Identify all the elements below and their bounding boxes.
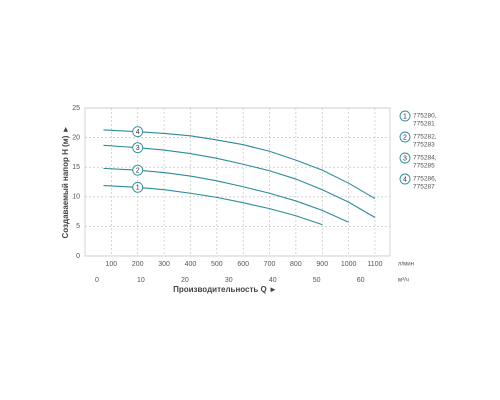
legend-circle (399, 131, 411, 143)
legend-text: 775285 (413, 163, 435, 170)
x-tick-label: 1100 (367, 261, 382, 268)
x2-tick-label: 0 (95, 277, 99, 284)
y-tick-label: 15 (72, 164, 80, 171)
x2-tick-label: 60 (357, 277, 365, 284)
plot-frame (84, 107, 391, 257)
y-tick-label: 10 (72, 194, 80, 201)
legend-number: 2 (403, 134, 407, 141)
legend-number: 3 (403, 155, 407, 162)
x2-tick-label: 40 (269, 277, 277, 284)
curve-label-circle (132, 181, 144, 193)
x-tick-label: 100 (106, 261, 118, 268)
y-tick-label: 25 (72, 105, 80, 112)
x-unit: л/мин (398, 262, 414, 268)
x-tick-label: 600 (237, 261, 249, 268)
legend-circle (399, 110, 411, 122)
curve-label-circle (132, 142, 144, 154)
x2-tick-label: 20 (181, 277, 189, 284)
curve-label-circle (132, 126, 144, 138)
x-tick-label: 500 (211, 261, 223, 268)
curve (103, 129, 376, 200)
legend-circle (399, 152, 411, 164)
x2-tick-label: 30 (225, 277, 233, 284)
legend-text: 775284, (413, 155, 437, 162)
legend-text: 775287 (413, 184, 435, 191)
legend-text: 775281 (413, 121, 435, 128)
x2-tick-label: 10 (137, 277, 145, 284)
x-tick-label: 800 (290, 261, 302, 268)
x2-tick-label: 50 (313, 277, 321, 284)
legend-text: 775280, (413, 113, 437, 120)
y-tick-label: 0 (76, 253, 80, 260)
legend-text: 775286, (413, 176, 437, 183)
x-tick-label: 1000 (341, 261, 357, 268)
x-tick-label: 900 (316, 261, 328, 268)
y-tick-label: 20 (72, 134, 80, 141)
x-tick-label: 400 (185, 261, 197, 268)
x2-unit: м³/ч (398, 278, 409, 284)
curve (103, 185, 323, 226)
legend-text: 775282, (413, 134, 437, 141)
x-tick-label: 200 (132, 261, 144, 268)
curve (103, 144, 376, 218)
curve-label: 2 (136, 168, 140, 175)
legend-circle (399, 173, 411, 185)
y-axis-label: Создаваемый напор H (м) ► (61, 125, 70, 238)
y-tick-label: 5 (76, 223, 80, 230)
curve-label-circle (132, 164, 144, 176)
curve-label: 4 (136, 129, 140, 136)
legend-number: 4 (403, 176, 407, 183)
x-tick-label: 700 (264, 261, 276, 268)
legend-number: 1 (403, 113, 407, 120)
x-tick-label: 300 (158, 261, 170, 268)
curve-label: 3 (136, 145, 140, 152)
curve-label: 1 (136, 185, 140, 192)
curve (103, 167, 349, 223)
x-axis-label: Производительность Q ► (173, 285, 277, 294)
legend-text: 775283 (413, 142, 435, 149)
